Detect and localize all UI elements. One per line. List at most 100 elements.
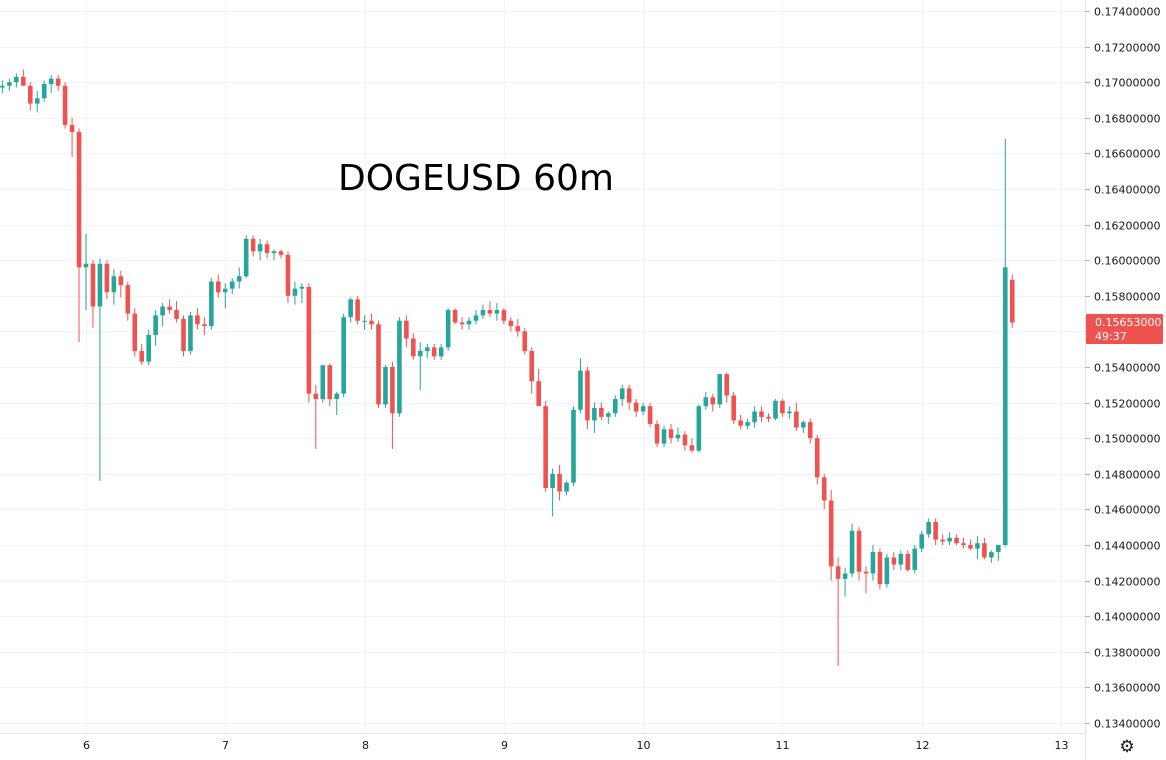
candle-body <box>431 347 437 357</box>
price-tick-label: 0.16800000 <box>1094 113 1160 126</box>
candle-body <box>188 315 193 351</box>
candle-up <box>912 545 918 574</box>
candle-down <box>724 372 730 403</box>
candle-down <box>856 527 862 581</box>
candle-down <box>181 315 186 357</box>
price-axis[interactable]: 0.17400000 0.17200000 0.17000000 0.16800000… <box>1085 6 1160 731</box>
candle-body <box>766 416 771 419</box>
candle-up <box>675 427 681 442</box>
candle-up <box>884 553 890 588</box>
candle-down <box>863 566 869 594</box>
candle-body <box>139 350 145 362</box>
candle-down <box>689 438 695 453</box>
candle-down <box>780 399 785 417</box>
candle-up <box>209 278 214 330</box>
candle-body <box>961 543 966 545</box>
candle-body <box>578 370 583 410</box>
candle-up <box>619 384 625 407</box>
candle-down <box>1009 274 1015 328</box>
candle-body <box>348 299 353 318</box>
candle-up <box>592 402 597 433</box>
candle-down <box>710 393 716 412</box>
candle-up <box>229 278 235 295</box>
candle-down <box>585 367 590 430</box>
candle-down <box>411 333 416 360</box>
candle-body <box>21 76 26 86</box>
candle-body <box>334 393 340 400</box>
candle-body <box>174 310 179 319</box>
candle-body <box>919 534 925 549</box>
candle-down <box>376 320 381 408</box>
price-tick-label: 0.13800000 <box>1094 647 1160 660</box>
candle-up <box>320 365 326 403</box>
candle-down <box>202 317 207 335</box>
candle-body <box>633 402 639 412</box>
candle-down <box>877 548 883 590</box>
candle-up <box>494 302 500 321</box>
candle-body <box>543 406 548 489</box>
price-tick-label: 0.17200000 <box>1094 42 1160 55</box>
settings-gear-icon[interactable]: ⚙ <box>1119 737 1135 757</box>
candle-body <box>745 422 750 426</box>
candle-body <box>773 400 778 419</box>
candle-down <box>961 537 966 549</box>
candle-down <box>982 537 987 560</box>
candle-up <box>397 317 402 417</box>
price-tick-label: 0.16200000 <box>1094 220 1160 233</box>
candle-body <box>285 254 291 296</box>
candle-body <box>271 251 277 254</box>
candle-up <box>292 281 298 305</box>
candle-up <box>578 358 583 414</box>
candle-down <box>501 308 507 325</box>
candle-up <box>445 308 451 351</box>
candle-body <box>383 367 388 405</box>
candle-up <box>243 235 249 278</box>
candle-up <box>417 342 423 391</box>
candle-down <box>76 128 82 343</box>
candle-up <box>996 545 1001 562</box>
candle-body <box>835 566 841 579</box>
candle-body <box>682 434 688 446</box>
candle-up <box>773 399 778 421</box>
candle-up <box>348 297 353 323</box>
candle-down <box>69 117 75 157</box>
candle-body <box>48 78 54 84</box>
candle-body <box>181 318 186 351</box>
candle-body <box>27 85 33 104</box>
candle-down <box>174 301 179 323</box>
candle-body <box>1002 267 1008 545</box>
candle-up <box>480 304 486 319</box>
price-tick-label: 0.14000000 <box>1094 611 1160 624</box>
candle-down <box>62 82 68 129</box>
candle-body <box>982 543 987 558</box>
candle-up <box>7 78 12 92</box>
candle-body <box>216 281 221 293</box>
time-axis[interactable]: 6 7 8 9 10 11 12 13 <box>83 739 1069 752</box>
candle-body <box>606 413 611 417</box>
time-tick-label: 13 <box>1055 739 1069 752</box>
candle-up <box>606 411 611 424</box>
candle-down <box>905 550 911 572</box>
candle-body <box>327 365 333 400</box>
candle-up <box>334 391 340 416</box>
candle-body <box>787 411 792 414</box>
candle-body <box>362 320 367 322</box>
candle-down <box>599 402 604 421</box>
candle-body <box>689 445 695 451</box>
candle-up <box>146 329 151 366</box>
candle-body <box>571 409 576 483</box>
grid-lines <box>0 0 1085 733</box>
candle-body <box>90 263 96 307</box>
candle-up <box>947 532 952 545</box>
candle-up <box>898 550 904 570</box>
candle-up <box>48 75 54 93</box>
candle-down <box>828 489 834 581</box>
candles <box>0 69 1015 667</box>
candle-down <box>807 418 813 444</box>
candle-body <box>940 539 945 542</box>
candle-body <box>264 244 270 254</box>
candle-up <box>801 420 806 433</box>
candle-body <box>759 411 764 417</box>
candle-down <box>626 384 632 410</box>
